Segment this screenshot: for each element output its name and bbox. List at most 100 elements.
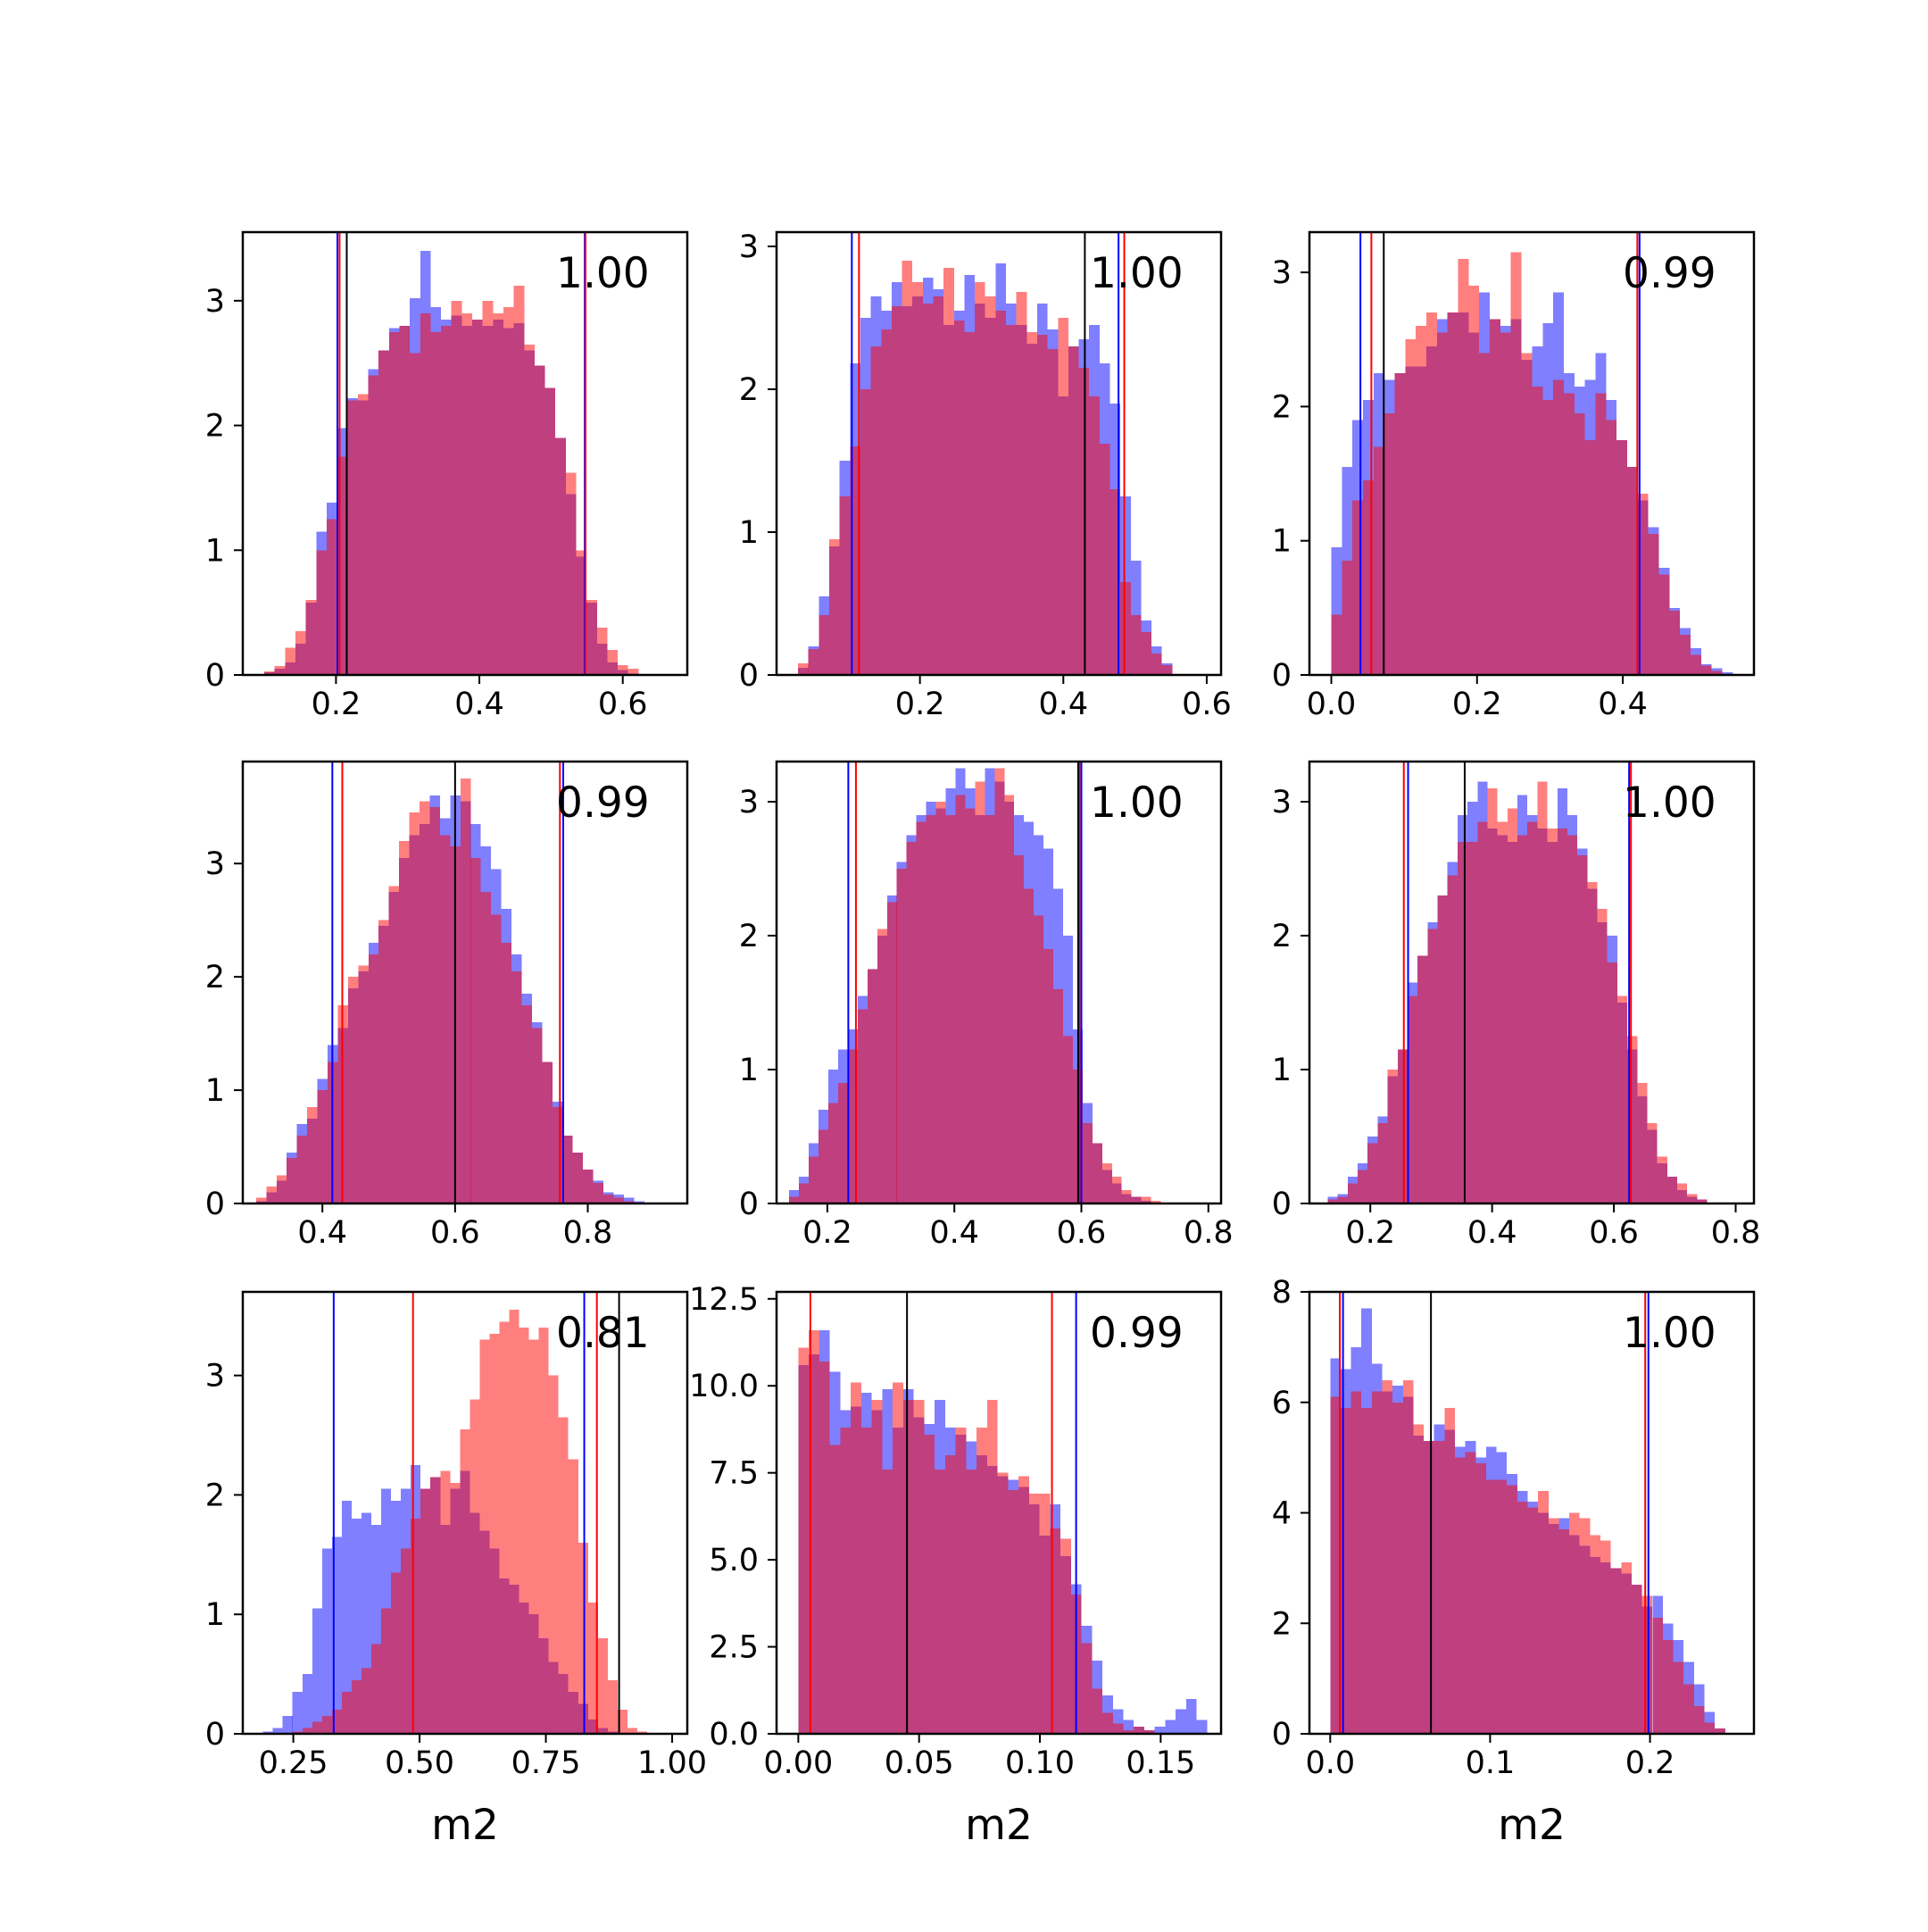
subplot-7: 0.25 0.50 0.75 1.00 0 1 2 3 0.81 m2 — [205, 1290, 707, 1850]
red-bar — [1352, 500, 1364, 675]
red-bar — [1468, 286, 1480, 675]
red-bar — [1626, 467, 1638, 675]
red-bar — [1527, 1507, 1539, 1734]
red-bar — [542, 1062, 553, 1203]
red-bar — [555, 437, 566, 675]
y-tick-label: 0 — [205, 1717, 225, 1753]
x-tick-label: 0.4 — [297, 1215, 347, 1251]
red-bar — [565, 472, 577, 675]
y-tick-label: 0 — [205, 1187, 225, 1222]
red-bar — [266, 1186, 277, 1203]
red-bar — [926, 815, 936, 1203]
red-bar — [1405, 339, 1417, 675]
red-bar — [1715, 1728, 1725, 1734]
x-tick-label: 0.2 — [802, 1215, 852, 1251]
red-bar — [285, 647, 296, 675]
x-tick-label: 0.75 — [511, 1745, 581, 1781]
x-axis-label: m2 — [965, 1801, 1033, 1850]
red-bar — [411, 1519, 421, 1734]
red-bar — [347, 977, 359, 1203]
red-bar — [1043, 949, 1054, 1203]
red-bar — [1700, 665, 1712, 675]
red-bar — [521, 1004, 532, 1203]
plot-area — [262, 1292, 648, 1734]
red-bar — [461, 312, 473, 675]
red-bar — [409, 812, 420, 1203]
red-bar — [1039, 1494, 1051, 1734]
annotation-label: 0.99 — [1623, 249, 1716, 298]
red-bar — [871, 1399, 883, 1734]
red-bar — [870, 346, 882, 675]
red-bar — [1014, 855, 1025, 1203]
red-bar — [1392, 1402, 1403, 1734]
red-bar — [1004, 795, 1015, 1203]
red-bar — [1465, 1452, 1476, 1734]
y-tick-label: 8 — [1272, 1275, 1292, 1311]
red-bar — [1092, 1688, 1103, 1734]
red-bar — [1569, 1512, 1580, 1734]
red-bar — [1607, 962, 1617, 1203]
blue-bar — [262, 1731, 273, 1734]
blue-bar — [292, 1692, 303, 1734]
red-bar — [1112, 1723, 1124, 1734]
plot-area — [789, 762, 1161, 1203]
red-bar — [287, 1158, 297, 1203]
red-bar — [1616, 439, 1627, 675]
red-bar — [1547, 829, 1558, 1203]
axes-frame — [775, 1290, 1223, 1736]
red-bar — [986, 1399, 998, 1734]
red-bar — [1008, 1490, 1019, 1734]
red-bar — [368, 375, 379, 675]
red-bar — [440, 1470, 451, 1734]
y-tick-label: 1 — [205, 1073, 225, 1109]
axes-frame — [775, 230, 1223, 677]
red-bar — [1697, 1199, 1708, 1203]
red-bar — [1437, 895, 1448, 1203]
red-bar — [1510, 252, 1522, 675]
red-bar — [597, 1637, 608, 1734]
red-bar — [596, 627, 608, 675]
subplot-4: 0.4 0.6 0.8 0 1 2 3 0.99 — [205, 760, 689, 1251]
red-bar — [975, 781, 985, 1203]
red-bar — [1078, 368, 1090, 675]
red-bar — [1457, 842, 1468, 1203]
red-bar — [1590, 1535, 1601, 1734]
red-bar — [1542, 399, 1554, 675]
red-bar — [316, 550, 327, 675]
red-bar — [627, 1728, 637, 1734]
red-bar — [955, 1428, 967, 1734]
y-tick-label: 2 — [1272, 919, 1292, 954]
blue-bar — [321, 1548, 332, 1734]
red-bar — [1092, 1143, 1102, 1203]
annotation-label: 1.00 — [1623, 779, 1716, 828]
red-bar — [312, 1721, 322, 1734]
red-bar — [1641, 1595, 1653, 1734]
red-bar — [1130, 614, 1142, 675]
red-bar — [965, 808, 976, 1203]
x-tick-label: 0.0 — [1307, 687, 1357, 722]
red-bar — [513, 286, 525, 675]
red-bar — [1647, 1123, 1658, 1203]
red-bar — [1496, 1479, 1508, 1734]
red-bar — [331, 1710, 342, 1734]
y-tick-label: 3 — [1272, 785, 1292, 820]
red-bar — [587, 1602, 598, 1734]
red-bar — [1377, 1123, 1388, 1203]
red-bar — [1102, 1712, 1113, 1734]
blue-bar — [272, 1728, 283, 1734]
axes-frame — [1308, 230, 1756, 677]
red-bar — [307, 1107, 318, 1203]
red-bar — [439, 835, 451, 1203]
red-bar — [1666, 1177, 1678, 1203]
red-bar — [943, 268, 954, 675]
red-bar — [326, 519, 337, 675]
red-bar — [429, 806, 440, 1203]
red-bar — [296, 1135, 308, 1203]
red-bar — [470, 1399, 480, 1734]
red-bar — [985, 296, 996, 675]
y-tick-label: 1 — [205, 533, 225, 569]
red-bar — [1637, 494, 1649, 675]
red-bar — [302, 1728, 312, 1734]
y-tick-label: 2 — [205, 1478, 225, 1513]
red-bar — [985, 815, 995, 1203]
